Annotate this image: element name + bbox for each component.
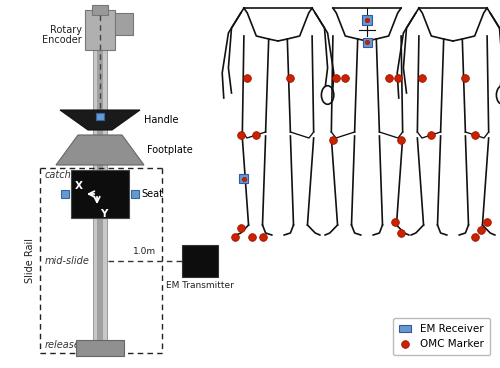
Text: Handle: Handle	[144, 115, 178, 125]
Text: X: X	[75, 181, 83, 191]
Polygon shape	[56, 135, 144, 165]
Bar	[93, 5, 107, 356]
Bar	[76, 340, 124, 356]
Bar	[61, 190, 69, 198]
Bar	[115, 13, 133, 35]
Text: Rotary: Rotary	[50, 25, 82, 35]
Text: Footplate: Footplate	[147, 145, 193, 155]
Text: catch: catch	[45, 170, 72, 180]
Text: mid-slide: mid-slide	[45, 255, 90, 265]
Bar	[71, 170, 129, 218]
Text: Encoder: Encoder	[42, 35, 82, 45]
Text: EM Transmitter: EM Transmitter	[166, 282, 234, 290]
Bar	[182, 244, 218, 276]
Polygon shape	[60, 110, 140, 130]
Bar	[97, 5, 103, 356]
Bar	[362, 38, 372, 47]
Bar	[240, 174, 248, 183]
Bar	[85, 10, 115, 50]
Legend: EM Receiver, OMC Marker: EM Receiver, OMC Marker	[392, 318, 490, 355]
Bar	[92, 5, 108, 15]
Text: 1.0m: 1.0m	[134, 248, 156, 256]
Text: Slide Rail: Slide Rail	[25, 238, 35, 283]
Bar	[131, 190, 139, 198]
Ellipse shape	[322, 86, 334, 104]
Text: Y: Y	[100, 209, 108, 219]
Text: Seat: Seat	[141, 189, 163, 199]
Bar	[96, 113, 104, 120]
Bar	[362, 15, 372, 25]
Text: release: release	[45, 340, 81, 350]
Ellipse shape	[496, 86, 500, 104]
